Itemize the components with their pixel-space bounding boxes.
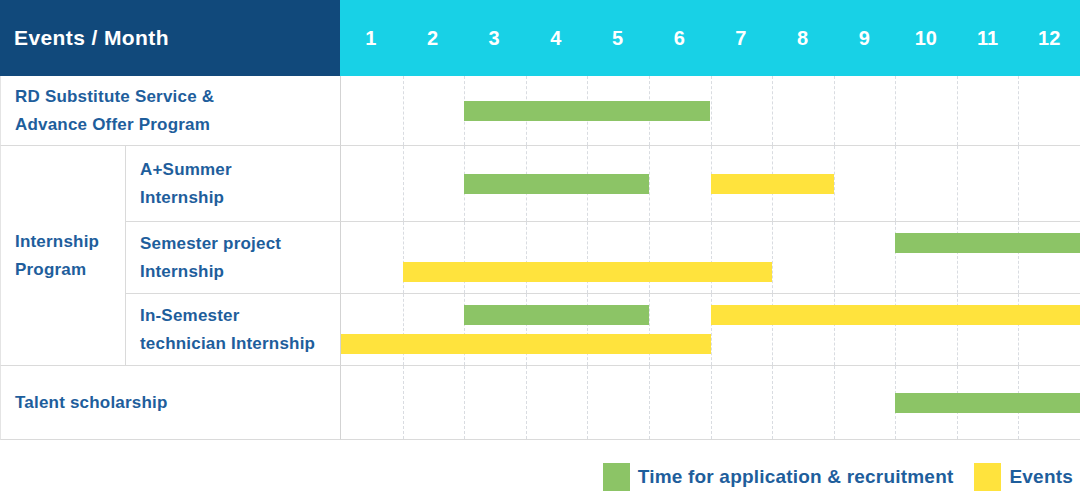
month-gridline (526, 222, 527, 293)
month-label: 2 (402, 0, 464, 76)
month-gridline (649, 222, 650, 293)
bar-recruitment (464, 101, 710, 121)
bar-events (341, 334, 711, 354)
month-gridline (587, 222, 588, 293)
month-label: 3 (463, 0, 525, 76)
bar-events (711, 305, 1080, 325)
month-label: 5 (587, 0, 649, 76)
month-gridline (403, 222, 404, 293)
month-gridline (834, 222, 835, 293)
month-label: 4 (525, 0, 587, 76)
month-gridline (587, 366, 588, 439)
bar-recruitment (464, 174, 649, 194)
month-label: 12 (1018, 0, 1080, 76)
bar-recruitment (895, 393, 1080, 413)
month-gridline (403, 76, 404, 145)
month-gridline (772, 76, 773, 145)
legend-item-green: Time for application & recruitment (603, 463, 954, 491)
month-label: 10 (895, 0, 957, 76)
month-gridline (834, 76, 835, 145)
row-label-in-semester-technician: In-Semester technician Internship (125, 294, 340, 366)
bar-events (403, 262, 773, 282)
month-gridline (834, 366, 835, 439)
month-label: 8 (772, 0, 834, 76)
bar-recruitment (895, 233, 1080, 253)
month-gridline (772, 366, 773, 439)
group-label-text: Internship Program (15, 228, 99, 284)
bar-events (711, 174, 834, 194)
row-label-semester-project: Semester project Internship (125, 222, 340, 294)
month-gridline (464, 222, 465, 293)
bar-recruitment (464, 305, 649, 325)
month-gridline (957, 76, 958, 145)
month-gridline (895, 76, 896, 145)
chart-row-semester-project (340, 222, 1080, 294)
chart-row-a-plus-summer (340, 146, 1080, 222)
month-gridline (526, 366, 527, 439)
row-label-text: Talent scholarship (15, 389, 168, 417)
chart-row-talent-scholarship (340, 366, 1080, 440)
month-gridline (711, 222, 712, 293)
row-label-text: Semester project Internship (140, 230, 281, 286)
month-gridline (1018, 76, 1019, 145)
gantt-chart-screenshot: Events / Month 123456789101112 RD Substi… (0, 0, 1080, 494)
page-title: Events / Month (14, 26, 169, 50)
month-header-row: 123456789101112 (340, 0, 1080, 76)
month-gridline (895, 146, 896, 221)
header-title-cell: Events / Month (0, 0, 340, 76)
legend-label: Events (1009, 466, 1073, 488)
legend-swatch-yellow (974, 463, 1001, 491)
month-gridline (649, 294, 650, 365)
month-gridline (772, 222, 773, 293)
month-label: 11 (957, 0, 1019, 76)
month-gridline (403, 366, 404, 439)
row-label-text: RD Substitute Service & Advance Offer Pr… (15, 83, 214, 139)
row-label-a-plus-summer: A+Summer Internship (125, 146, 340, 222)
month-gridline (834, 146, 835, 221)
legend-swatch-green (603, 463, 630, 491)
month-gridline (649, 146, 650, 221)
month-gridline (403, 146, 404, 221)
chart-row-rd-substitute (340, 76, 1080, 146)
month-gridline (649, 366, 650, 439)
month-gridline (1018, 146, 1019, 221)
month-gridline (957, 146, 958, 221)
month-label: 7 (710, 0, 772, 76)
month-gridline (403, 294, 404, 365)
row-label-talent-scholarship: Talent scholarship (0, 366, 340, 440)
month-label: 9 (833, 0, 895, 76)
legend: Time for application & recruitment Events (0, 440, 1080, 494)
chart-row-in-semester-technician (340, 294, 1080, 366)
group-label-internship-program: Internship Program (0, 146, 125, 366)
legend-item-yellow: Events (974, 463, 1073, 491)
month-label: 6 (648, 0, 710, 76)
legend-label: Time for application & recruitment (638, 466, 954, 488)
month-gridline (464, 366, 465, 439)
row-label-text: In-Semester technician Internship (140, 302, 315, 358)
row-label-rd-substitute: RD Substitute Service & Advance Offer Pr… (0, 76, 340, 146)
row-label-text: A+Summer Internship (140, 156, 232, 212)
month-label: 1 (340, 0, 402, 76)
events-month-table: Events / Month 123456789101112 RD Substi… (0, 0, 1080, 440)
month-gridline (711, 76, 712, 145)
month-gridline (711, 366, 712, 439)
